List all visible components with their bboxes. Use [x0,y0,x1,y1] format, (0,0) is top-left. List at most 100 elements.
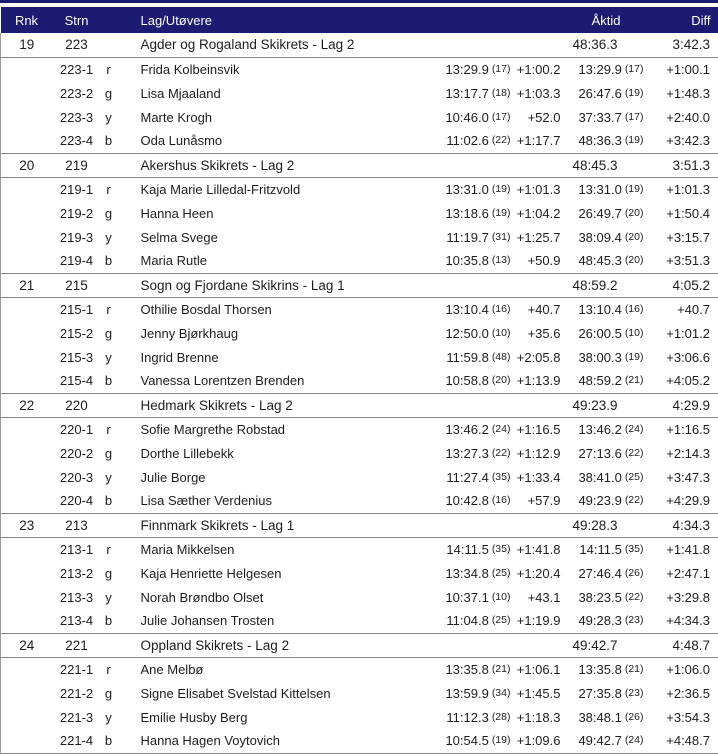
skier-name: Selma Svege [117,225,426,249]
leg-row: 219-3 y Selma Svege 11:19.7(31) +1:25.7 … [1,225,718,249]
cumulative-diff: +2:40.0 [644,105,718,129]
cumulative-time-rank: (17) [625,111,644,123]
leg-time-cell: 10:35.8(13) [426,249,511,273]
team-row: 19 223 Agder og Rogaland Skikrets - Lag … [1,33,718,57]
leg-id: 223-2 [53,81,101,105]
leg-time: 11:27.4 [446,470,488,485]
leg-diff: +1:33.4 [511,465,561,489]
leg-time-rank: (35) [492,543,511,555]
leg-diff: +1:09.6 [511,729,561,753]
leg-row: 215-4 b Vanessa Lorentzen Brenden 10:58.… [1,369,718,393]
team-legtime-spacer [426,393,511,417]
team-legdiff-spacer [511,393,561,417]
leg-time-rank: (19) [492,183,511,195]
leg-time-cell: 13:18.6(19) [426,201,511,225]
cumulative-diff: +2:36.5 [644,681,718,705]
cumulative-time-rank: (35) [625,543,644,555]
leg-row: 219-2 g Hanna Heen 13:18.6(19) +1:04.2 2… [1,201,718,225]
leg-rank-spacer [1,321,53,345]
leg-time: 13:59.9 [445,686,488,701]
cumulative-time: 38:00.3 [578,350,621,365]
leg-time-cell: 12:50.0(10) [426,321,511,345]
cumulative-time-cell: 48:59.2(21) [561,369,644,393]
cumulative-time-rank: (10) [625,327,644,339]
leg-rank-spacer [1,225,53,249]
leg-rank-spacer [1,345,53,369]
leg-diff: +1:18.3 [511,705,561,729]
leg-time: 14:11.5 [446,542,488,557]
leg-time-rank: (16) [492,494,511,506]
leg-rank-spacer [1,369,53,393]
leg-color-letter: b [101,129,117,153]
cumulative-time-cell: 49:42.7(24) [561,729,644,753]
leg-time-rank: (20) [492,374,511,386]
cumulative-time-cell: 37:33.7 (17) [561,105,644,129]
cumulative-time-rank: (24) [625,423,644,435]
cumulative-time: 37:33.7 [578,110,621,125]
column-header-rank: Rnk [1,7,53,33]
leg-row: 221-1 r Ane Melbø 13:35.8(21) +1:06.1 13… [1,657,718,681]
team-name: Finnmark Skikrets - Lag 1 [117,513,426,537]
leg-row: 223-4 b Oda Lunåsmo 11:02.6(22) +1:17.7 … [1,129,718,153]
column-header-total-time: Åktid [561,7,644,33]
cumulative-time: 38:48.1 [578,710,621,725]
leg-id: 221-2 [53,681,101,705]
leg-row: 220-2 g Dorthe Lillebekk 13:27.3(22) +1:… [1,441,718,465]
skier-name: Marte Krogh [117,105,426,129]
team-legdiff-spacer [511,273,561,297]
leg-time-rank: (10) [492,591,511,603]
leg-row: 221-2 g Signe Elisabet Svelstad Kittelse… [1,681,718,705]
leg-color-letter: b [101,489,117,513]
leg-diff: +1:20.4 [511,561,561,585]
cumulative-diff: +4:05.2 [644,369,718,393]
team-diff: 4:48.7 [644,633,718,657]
cumulative-time: 27:35.8 [578,686,621,701]
cumulative-time: 38:41.0 [578,470,621,485]
cumulative-time-rank: (19) [625,134,644,146]
leg-time: 13:27.3 [445,446,488,461]
cumulative-time-rank: (23) [625,687,644,699]
team-legtime-spacer [426,633,511,657]
column-header-diff: Diff [644,7,718,33]
leg-id: 220-1 [53,417,101,441]
cumulative-diff: +1:41.8 [644,537,718,561]
leg-time-rank: (31) [492,231,511,243]
team-legtime-spacer [426,273,511,297]
leg-rank-spacer [1,561,53,585]
leg-id: 213-3 [53,585,101,609]
cumulative-time: 27:46.4 [578,566,621,581]
leg-time-rank: (22) [492,447,511,459]
leg-color-letter: r [101,537,117,561]
skier-name: Jenny Bjørkhaug [117,321,426,345]
cumulative-time-cell: 13:46.2(24) [561,417,644,441]
leg-diff: +50.9 [511,249,561,273]
leg-rank-spacer [1,441,53,465]
leg-row: 223-1 r Frida Kolbeinsvik 13:29.9(17) +1… [1,57,718,81]
leg-time: 13:29.9 [445,62,488,77]
cumulative-time-cell: 38:09.4(20) [561,225,644,249]
leg-id: 215-3 [53,345,101,369]
leg-rank-spacer [1,105,53,129]
leg-id: 215-4 [53,369,101,393]
team-legdiff-spacer [511,33,561,57]
leg-row: 213-4 b Julie Johansen Trosten 11:04.8(2… [1,609,718,633]
leg-diff: +57.9 [511,489,561,513]
cumulative-time-cell: 13:35.8(21) [561,657,644,681]
leg-row: 215-2 g Jenny Bjørkhaug 12:50.0(10) +35.… [1,321,718,345]
leg-id: 215-2 [53,321,101,345]
leg-id: 219-2 [53,201,101,225]
leg-time: 13:31.0 [445,182,488,197]
skier-name: Lisa Mjaaland [117,81,426,105]
skier-name: Maria Rutle [117,249,426,273]
skier-name: Hanna Hagen Voytovich [117,729,426,753]
leg-rank-spacer [1,81,53,105]
leg-time-cell: 13:35.8(21) [426,657,511,681]
cumulative-time-cell: 13:31.0(19) [561,177,644,201]
skier-name: Lisa Sæther Verdenius [117,489,426,513]
leg-time: 10:54.5 [445,733,488,748]
header-row: Rnk Strn Lag/Utøvere Åktid Diff [1,7,718,33]
cumulative-diff: +40.7 [644,297,718,321]
cumulative-diff: +1:00.1 [644,57,718,81]
cumulative-time-rank: (21) [625,663,644,675]
cumulative-time-rank: (20) [625,207,644,219]
